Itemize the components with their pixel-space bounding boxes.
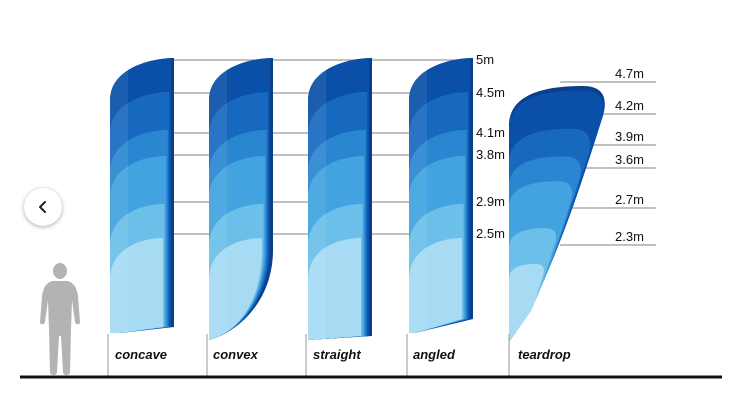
teardrop-height-label: 2.3m xyxy=(615,229,644,244)
flag-name-concave: concave xyxy=(115,347,167,362)
flag-name-teardrop: teardrop xyxy=(518,347,571,362)
flag-convex xyxy=(209,58,273,340)
flag-layer xyxy=(509,263,544,342)
flag-name-straight: straight xyxy=(313,347,361,362)
flag-layer xyxy=(110,238,163,333)
flag-poles xyxy=(107,334,510,377)
flags xyxy=(110,58,605,342)
flag-layer xyxy=(308,238,361,340)
flag-layer xyxy=(409,238,462,333)
teardrop-height-label: 4.7m xyxy=(615,66,644,81)
height-label: 2.9m xyxy=(476,194,505,209)
flag-name-convex: convex xyxy=(213,347,259,362)
flag-teardrop xyxy=(509,86,605,342)
flag-names: concave convex straight angled teardrop xyxy=(115,347,571,362)
teardrop-height-label: 4.2m xyxy=(615,98,644,113)
height-label: 3.8m xyxy=(476,147,505,162)
flag-concave xyxy=(110,58,174,333)
height-label: 4.5m xyxy=(476,85,505,100)
flag-angled xyxy=(409,58,473,333)
back-button[interactable] xyxy=(24,188,62,226)
person-silhouette-icon xyxy=(40,263,80,375)
teardrop-height-label: 3.9m xyxy=(615,129,644,144)
chevron-left-icon xyxy=(39,201,46,213)
height-label: 4.1m xyxy=(476,125,505,140)
flag-straight xyxy=(308,58,372,340)
teardrop-height-label: 3.6m xyxy=(615,152,644,167)
flag-layer xyxy=(209,238,262,340)
height-labels: 5m 4.5m 4.1m 3.8m 2.9m 2.5m 4.7m 4.2m 3.9m 3.6m 2.… xyxy=(476,52,644,244)
height-label: 2.5m xyxy=(476,226,505,241)
flag-name-angled: angled xyxy=(413,347,456,362)
height-label: 5m xyxy=(476,52,494,67)
teardrop-height-label: 2.7m xyxy=(615,192,644,207)
